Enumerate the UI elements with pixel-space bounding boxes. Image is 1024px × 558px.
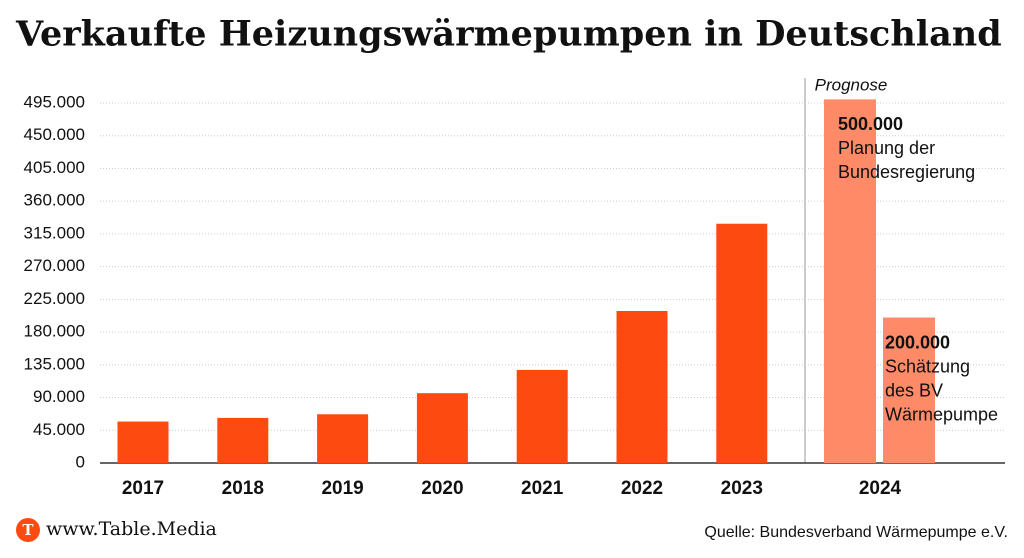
y-tick-label: 45.000 [33, 420, 85, 439]
y-tick-label: 495.000 [24, 92, 85, 111]
annotation: Schätzung [885, 356, 970, 376]
y-tick-label: 405.000 [24, 158, 85, 177]
bar [824, 99, 876, 463]
x-tick-label: 2020 [421, 478, 463, 499]
forecast-label: Prognose [815, 75, 888, 94]
annotation: Wärmepumpe [885, 404, 998, 424]
bar [217, 417, 269, 463]
y-tick-label: 180.000 [24, 322, 85, 341]
annotation: Bundesregierung [838, 162, 975, 182]
brand: www.Table.Media [46, 518, 217, 540]
bar [317, 414, 369, 463]
x-tick-label: 2021 [521, 478, 564, 499]
x-tick-label: 2024 [859, 478, 902, 499]
y-tick-label: 315.000 [24, 223, 85, 242]
source: Quelle: Bundesverband Wärmepumpe e.V. [704, 524, 1008, 541]
annotation: Planung der [838, 138, 935, 158]
chart-title: Verkaufte Heizungswärmepumpen in Deutsch… [15, 14, 1002, 55]
y-tick-label: 270.000 [24, 256, 85, 275]
x-tick-label: 2019 [321, 478, 363, 499]
annotation: des BV [885, 380, 943, 400]
value-label: 500.000 [838, 114, 903, 134]
x-tick-label: 2022 [621, 478, 663, 499]
y-tick-label: 0 [76, 452, 85, 471]
value-label: 200.000 [885, 332, 950, 352]
bar [516, 369, 568, 463]
bar [883, 317, 935, 463]
bar [117, 421, 169, 463]
y-tick-label: 360.000 [24, 191, 85, 210]
y-tick-label: 450.000 [24, 125, 85, 144]
bar [716, 223, 768, 463]
x-tick-label: 2023 [721, 478, 763, 499]
y-tick-label: 135.000 [24, 354, 85, 373]
logo [16, 518, 40, 542]
y-tick-label: 90.000 [33, 387, 85, 406]
bar [416, 393, 468, 463]
logo-letter: T [22, 521, 34, 539]
x-tick-label: 2018 [222, 478, 264, 499]
bar [616, 311, 668, 463]
y-tick-label: 225.000 [24, 289, 85, 308]
x-tick-label: 2017 [122, 478, 164, 499]
